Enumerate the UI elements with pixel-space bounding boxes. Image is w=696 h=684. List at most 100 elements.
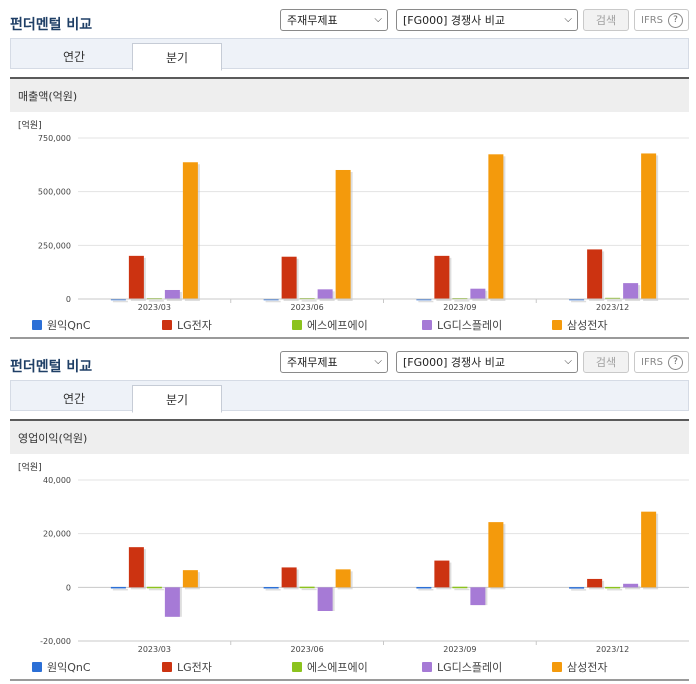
bar-1: [434, 255, 450, 299]
legend-item[interactable]: 삼성전자: [552, 317, 607, 333]
tab-annual[interactable]: 연간: [62, 49, 86, 64]
bar-shadow: [418, 588, 434, 591]
fundamental-section-sales: 펀더멘털 비교 주재무제표 ⌵ [FG000] 경쟁사 비교 ⌵ 검색 IFRS…: [10, 9, 689, 339]
x-tick-label: 2023/09: [443, 303, 476, 310]
bar-shadow: [454, 300, 470, 302]
statement-type-select[interactable]: 주재무제표 ⌵: [280, 9, 388, 31]
bar-shadow: [148, 588, 164, 591]
x-tick-label: 2023/09: [443, 645, 476, 652]
legend-swatch: [32, 662, 42, 672]
bar-4: [335, 169, 351, 299]
bar-3: [317, 587, 333, 612]
peer-group-select[interactable]: [FG000] 경쟁사 비교 ⌵: [396, 351, 578, 373]
bar-shadow: [571, 300, 587, 303]
bar-3: [470, 587, 486, 606]
bar-1: [128, 255, 144, 299]
bar-shadow: [454, 588, 470, 591]
bar-1: [434, 560, 450, 588]
bar-shadow: [112, 300, 128, 303]
statement-type-value: 주재무제표: [287, 14, 338, 27]
y-unit-label: [억원]: [18, 461, 42, 473]
x-tick-label: 2023/03: [138, 645, 171, 652]
chevron-down-icon: ⌵: [374, 356, 382, 367]
bar-1: [587, 249, 603, 299]
tab-quarterly[interactable]: 분기: [132, 385, 222, 413]
legend-item[interactable]: LG전자: [162, 317, 212, 333]
peer-group-select[interactable]: [FG000] 경쟁사 비교 ⌵: [396, 9, 578, 31]
peer-group-value: [FG000] 경쟁사 비교: [403, 14, 506, 27]
y-tick-label: 250,000: [38, 241, 71, 250]
ifrs-button[interactable]: IFRS ?: [634, 351, 689, 373]
legend-item[interactable]: 원익QnC: [32, 659, 91, 675]
y-unit-label: [억원]: [18, 119, 42, 131]
legend-swatch: [162, 662, 172, 672]
bar-4: [182, 162, 198, 299]
bar-0: [416, 298, 432, 301]
chart-title: 매출액(억원): [10, 79, 689, 112]
chart-legend: 원익QnC LG전자 에스에프에이 LG디스플레이 삼성전자: [10, 657, 689, 677]
bar-shadow: [607, 299, 623, 302]
bar-2: [452, 586, 468, 589]
bar-chart-operating-profit: [억원] -20,000 0 20,000 40,000 2023/03 2023/06 20…: [18, 461, 689, 652]
bar-3: [623, 583, 639, 588]
question-circle-icon: ?: [668, 355, 683, 370]
bar-chart-sales: [억원] 0 250,000 500,000 750,000 2023/03 2023/06…: [18, 119, 689, 310]
search-button[interactable]: 검색: [583, 351, 629, 373]
tab-annual[interactable]: 연간: [62, 391, 86, 406]
legend-label: 에스에프에이: [307, 661, 368, 674]
bar-3: [623, 283, 639, 299]
legend-label: 삼성전자: [567, 319, 608, 332]
bar-3: [470, 288, 486, 299]
legend-swatch: [552, 320, 562, 330]
legend-item[interactable]: 원익QnC: [32, 317, 91, 333]
bar-2: [299, 586, 315, 589]
ifrs-label: IFRS: [641, 356, 663, 368]
legend-swatch: [292, 320, 302, 330]
ifrs-button[interactable]: IFRS ?: [634, 9, 689, 31]
legend-label: 에스에프에이: [307, 319, 368, 332]
y-tick-label: -20,000: [40, 637, 71, 646]
bar-1: [281, 256, 297, 299]
bar-2: [605, 586, 621, 589]
legend-swatch: [422, 662, 432, 672]
period-tabs: 연간 분기: [10, 380, 689, 413]
legend-item[interactable]: LG전자: [162, 659, 212, 675]
bar-shadow: [265, 300, 281, 303]
bar-1: [128, 547, 144, 588]
x-tick-label: 2023/06: [291, 303, 324, 310]
statement-type-select[interactable]: 주재무제표 ⌵: [280, 351, 388, 373]
bar-3: [317, 289, 333, 299]
legend-swatch: [292, 662, 302, 672]
bar-1: [281, 567, 297, 588]
peer-group-value: [FG000] 경쟁사 비교: [403, 356, 506, 369]
search-button[interactable]: 검색: [583, 9, 629, 31]
bar-shadow: [607, 588, 623, 591]
legend-item[interactable]: 에스에프에이: [292, 659, 368, 675]
bar-shadow: [418, 300, 434, 303]
x-tick-label: 2023/12: [596, 645, 629, 652]
legend-item[interactable]: LG디스플레이: [422, 317, 502, 333]
chevron-down-icon: ⌵: [564, 14, 572, 25]
legend-label: LG디스플레이: [437, 319, 503, 332]
bar-shadow: [571, 589, 587, 591]
section-title: 펀더멘털 비교: [10, 17, 93, 33]
bar-4: [488, 154, 504, 299]
bar-3: [164, 587, 180, 617]
legend-item[interactable]: 에스에프에이: [292, 317, 368, 333]
bar-0: [263, 298, 279, 301]
y-tick-label: 40,000: [43, 476, 71, 485]
section-title: 펀더멘털 비교: [10, 359, 93, 375]
bar-shadow: [625, 585, 641, 590]
legend-label: 원익QnC: [47, 319, 91, 332]
bar-4: [488, 522, 504, 588]
y-tick-label: 20,000: [43, 530, 71, 539]
bar-0: [263, 587, 279, 589]
legend-item[interactable]: 삼성전자: [552, 659, 607, 675]
tab-quarterly[interactable]: 분기: [132, 43, 222, 71]
legend-swatch: [552, 662, 562, 672]
period-tabs: 연간 분기: [10, 38, 689, 71]
legend-label: 원익QnC: [47, 661, 91, 674]
y-tick-label: 500,000: [38, 188, 71, 197]
legend-item[interactable]: LG디스플레이: [422, 659, 502, 675]
chart-title: 영업이익(억원): [10, 421, 689, 454]
